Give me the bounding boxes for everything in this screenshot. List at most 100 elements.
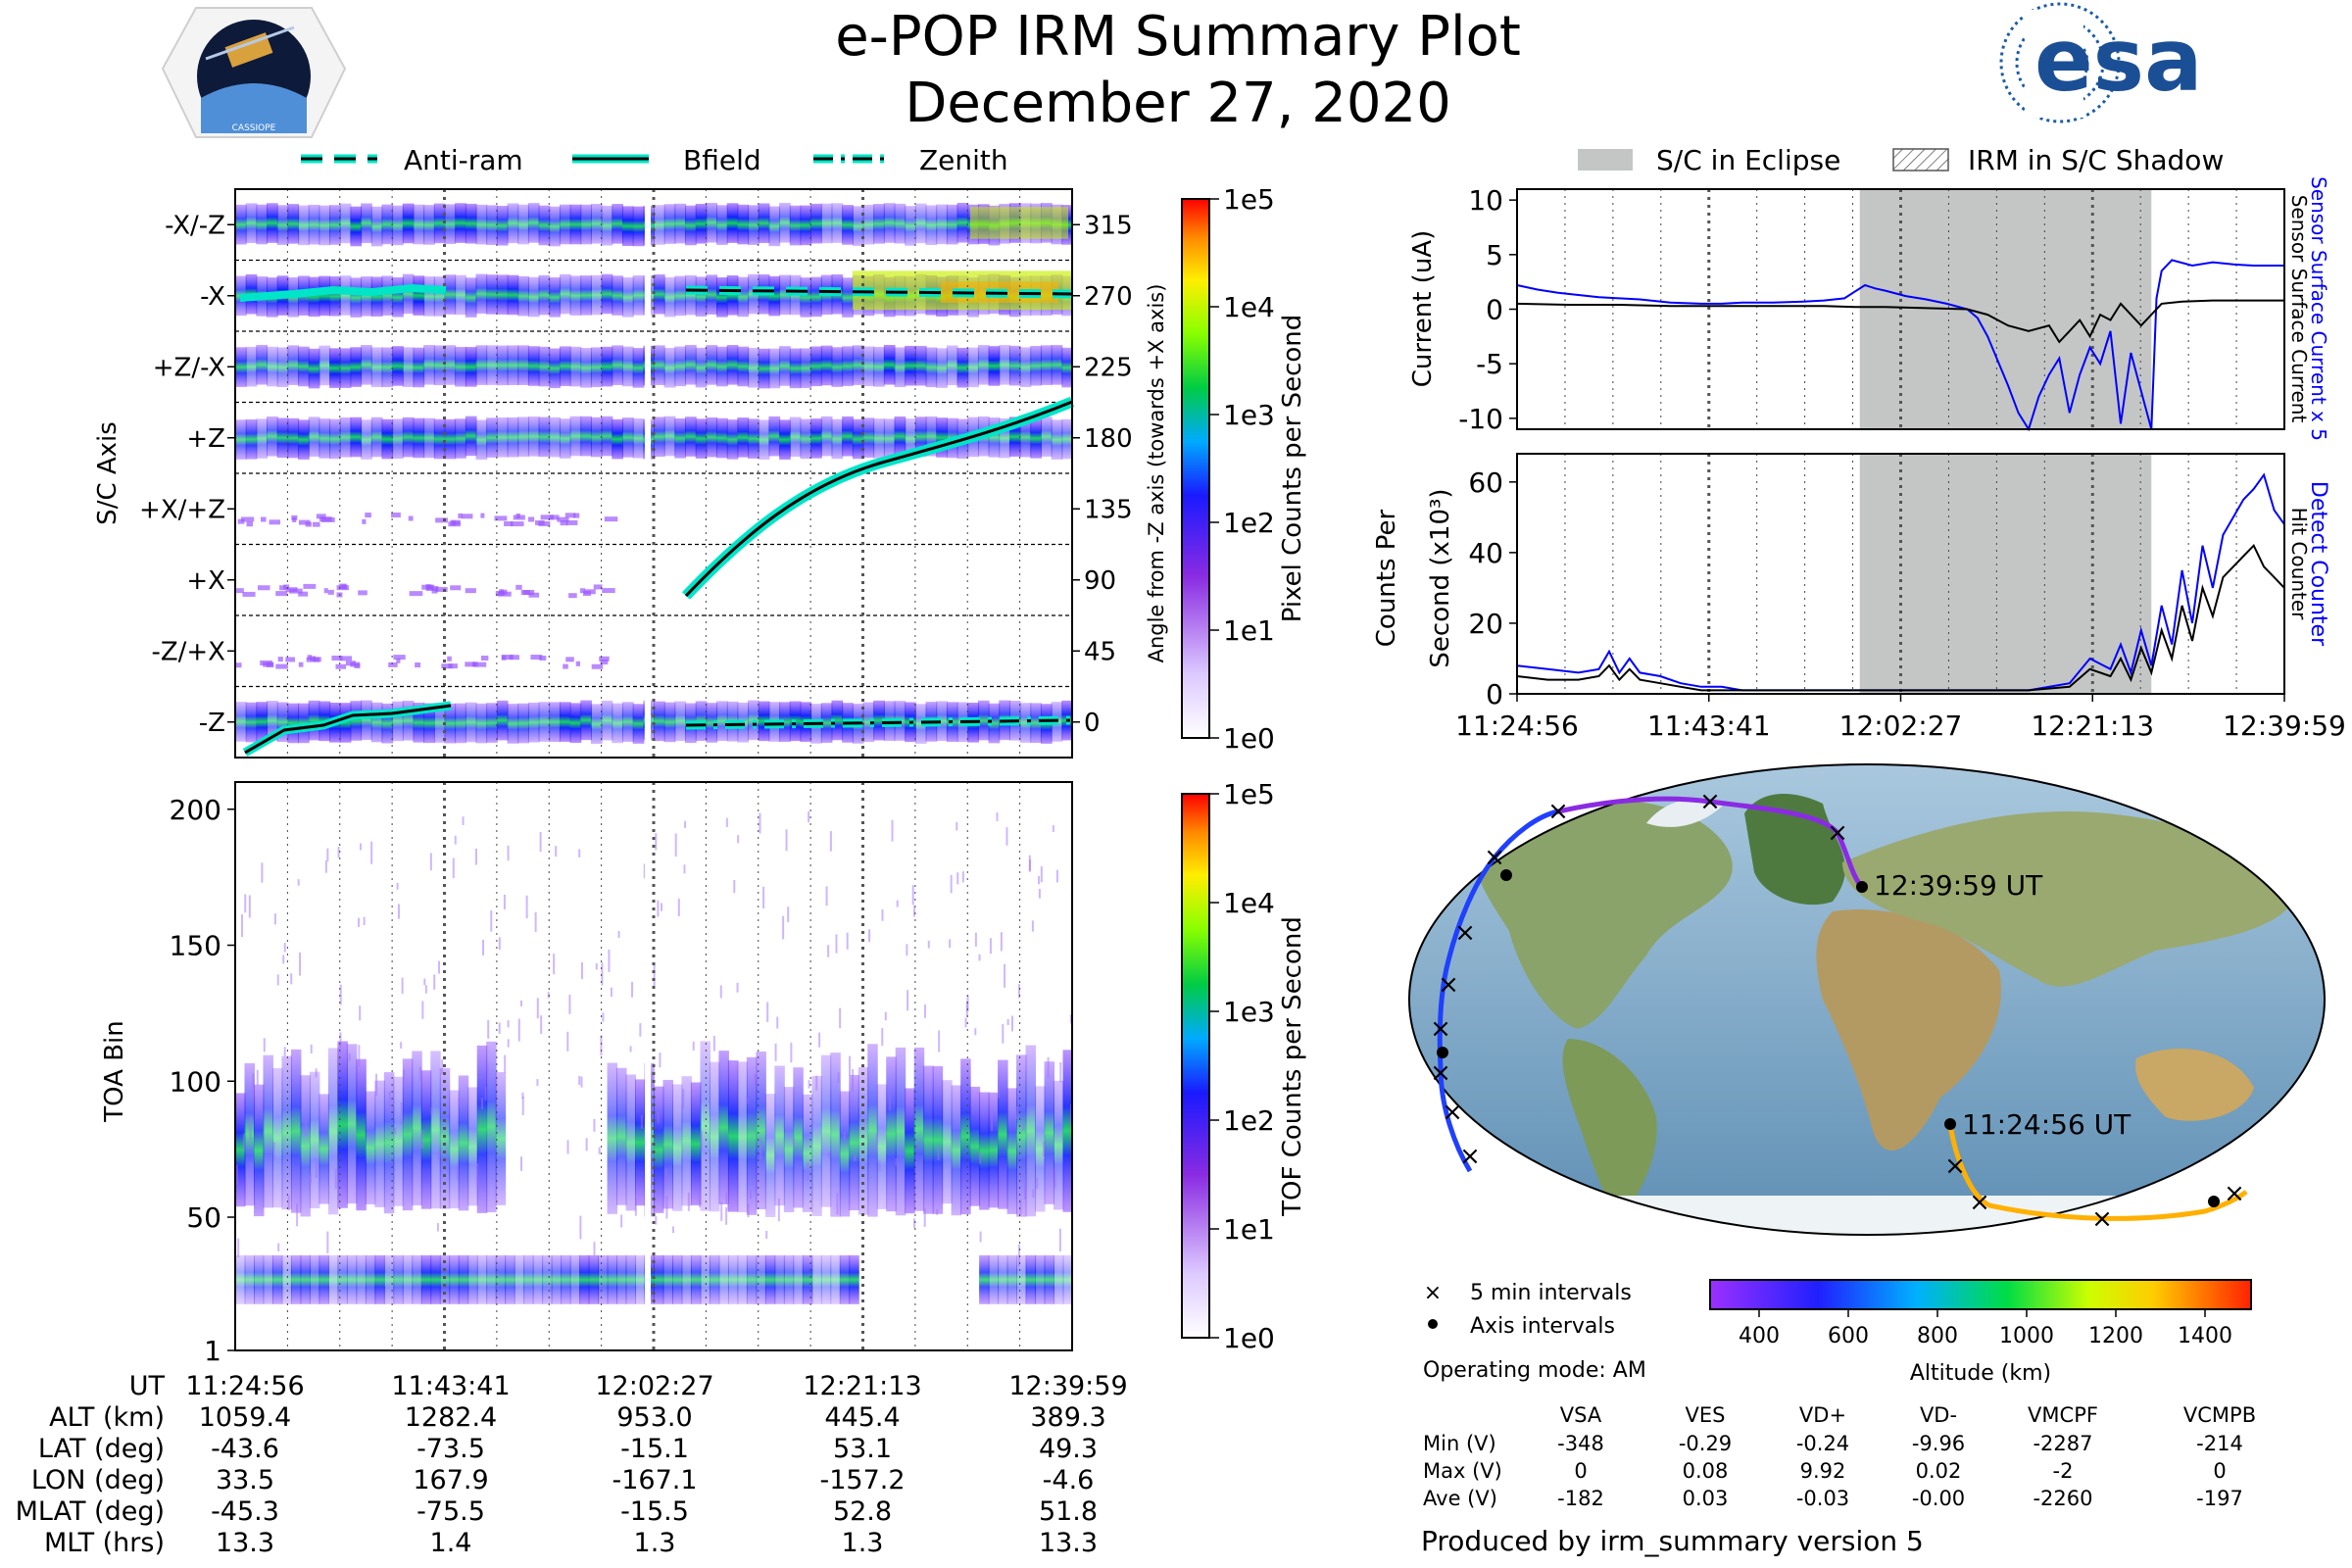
ephemeris-row-label: LAT (deg) xyxy=(38,1434,165,1464)
track-5min-marker: × xyxy=(1484,843,1505,872)
sc-band-cell xyxy=(612,418,623,460)
toa-upper-band-cell xyxy=(300,1075,311,1217)
toa-ytick-50: 50 xyxy=(186,1201,221,1234)
sc-sparse-cell xyxy=(600,660,609,665)
sc-sparse-cell xyxy=(539,655,547,661)
sc-band-cell xyxy=(569,275,582,316)
sc-band-cell xyxy=(298,205,310,246)
sc-band-cell xyxy=(914,345,927,386)
sc-band-cell xyxy=(308,348,320,389)
track-5min-marker: × xyxy=(1699,787,1721,816)
toa-upper-band-cell xyxy=(671,1084,683,1211)
toa-lower-band-cell xyxy=(681,1254,692,1304)
sc-band-cell xyxy=(287,204,300,244)
sc-band-cell xyxy=(538,702,551,742)
sc-sparse-cell xyxy=(573,513,580,518)
sc-band-cell xyxy=(559,702,571,742)
toa-speckle xyxy=(643,863,646,879)
sc-sparse-cell xyxy=(593,584,603,590)
ephemeris-cell: 12:21:13 xyxy=(803,1371,921,1401)
toa-speckle xyxy=(659,1053,662,1068)
sc-band-cell xyxy=(914,416,927,457)
sc-band-cell xyxy=(716,417,728,459)
sc-band-cell xyxy=(663,204,676,244)
sc-angle-tick-180: 180 xyxy=(1084,424,1133,454)
counts-xticks: 11:24:56 11:43:41 12:02:27 12:21:13 12:39:59 xyxy=(1455,694,2346,742)
sc-sparse-cell xyxy=(564,513,576,518)
toa-upper-band-cell xyxy=(756,1051,766,1209)
sc-band-cell xyxy=(413,275,425,316)
sc-sparse-cell xyxy=(465,588,476,594)
sc-sparse-cell xyxy=(285,657,295,662)
colorbar-tick-1e2: 1e2 xyxy=(1223,507,1275,539)
toa-speckle xyxy=(1002,1023,1004,1044)
sc-band-cell xyxy=(423,417,435,459)
voltage-cell: -2260 xyxy=(2033,1487,2092,1510)
toa-speckle xyxy=(1047,1056,1050,1078)
toa-speckle xyxy=(1000,932,1003,952)
series-line-detect-counter xyxy=(1516,472,2285,692)
toa-speckle xyxy=(310,1044,313,1054)
track-5min-marker: × xyxy=(1430,1014,1451,1044)
voltage-table: VSA VES VD+ VD- VMCPF VCMPB Min (V) -348 -0.29 -0… xyxy=(1423,1403,2256,1510)
toa-speckle xyxy=(1026,1104,1029,1116)
toa-speckle xyxy=(1029,859,1032,871)
sc-band-cell xyxy=(496,205,509,246)
sc-sparse-cell xyxy=(277,657,283,662)
current-eclipse-band xyxy=(1859,189,2152,429)
toa-speckle xyxy=(480,1098,483,1109)
sc-axis-ylabel-6: -Z/+X xyxy=(151,637,225,666)
toa-speckle xyxy=(684,820,687,828)
toa-upper-band-cell xyxy=(727,1060,739,1212)
sc-axis-angle-labels: 315 270 225 180 135 90 45 0 xyxy=(1072,211,1133,738)
toa-speckle xyxy=(782,915,785,940)
toa-speckle xyxy=(282,955,285,964)
counts-lines xyxy=(1516,472,2285,692)
toa-speckle xyxy=(436,1223,439,1232)
toa-speckle xyxy=(1005,827,1008,846)
toa-speckle xyxy=(437,960,440,974)
sc-band-cell xyxy=(475,703,488,744)
toa-lower-band-cell xyxy=(281,1254,292,1304)
sc-sparse-cell xyxy=(246,521,253,527)
sc-band-cell xyxy=(549,702,561,743)
voltage-cell: -197 xyxy=(2196,1487,2243,1510)
sc-band-cell xyxy=(726,345,739,385)
sc-band-cell xyxy=(298,703,310,744)
toa-speckle xyxy=(521,1096,524,1115)
sc-band-cell xyxy=(632,275,645,316)
sc-band-cell xyxy=(601,273,613,315)
toa-yticks: 200 150 100 50 1 xyxy=(170,794,235,1367)
toa-upper-band-cell xyxy=(942,1080,953,1204)
sc-band-cell xyxy=(381,418,394,460)
toa-data-gap xyxy=(645,782,651,1350)
sc-sparse-cell xyxy=(480,655,489,661)
toa-speckle xyxy=(846,932,849,950)
sc-sparse-cell xyxy=(549,514,560,520)
sc-band-cell xyxy=(621,346,634,387)
legend-5min: 5 min intervals xyxy=(1470,1281,1632,1305)
voltage-row-label: Ave (V) xyxy=(1423,1487,1497,1510)
sc-band-cell xyxy=(433,703,446,743)
sc-band-cell xyxy=(748,205,760,245)
sc-band-cell xyxy=(308,204,320,245)
sc-band-cell xyxy=(800,348,812,389)
sc-sparse-cell xyxy=(448,663,458,669)
toa-upper-band-cell xyxy=(746,1056,758,1215)
counts-right-label-blue: Detect Counter xyxy=(2306,481,2330,647)
sc-sparse-cell xyxy=(599,656,610,662)
toa-upper-band-cell xyxy=(635,1079,646,1206)
toa-upper-band-cell xyxy=(449,1090,460,1208)
toa-upper-band-cell xyxy=(458,1075,469,1211)
toa-speckle xyxy=(421,1001,424,1019)
sc-band-cell xyxy=(1051,419,1063,460)
sc-band-cell xyxy=(894,416,906,457)
toa-speckle xyxy=(507,845,510,861)
toa-speckle xyxy=(700,1130,703,1152)
toa-speckle xyxy=(760,1138,762,1159)
toa-speckle xyxy=(978,954,981,961)
toa-speckle xyxy=(578,1076,581,1086)
sc-sparse-cell xyxy=(341,584,348,590)
toa-lower-band-cell xyxy=(532,1254,544,1304)
